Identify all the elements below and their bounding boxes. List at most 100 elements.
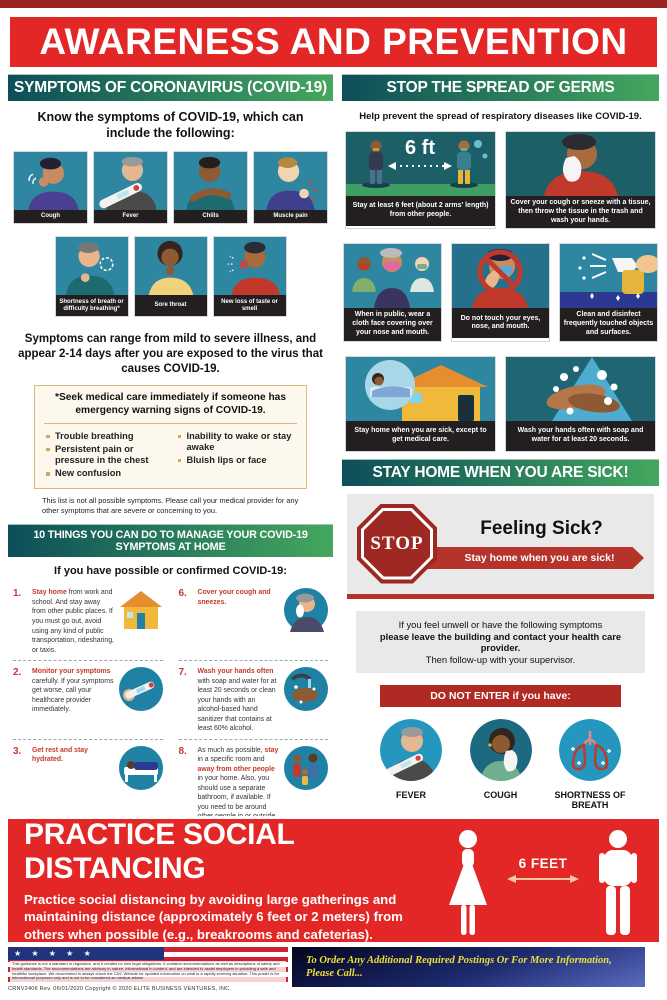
unwell-line-2: please leave the building and contact yo… (379, 630, 622, 653)
item-text: As much as possible, stay in a specific … (198, 746, 281, 816)
six-feet-indicator: 6 FEET (507, 856, 579, 885)
order-text: To Order Any Additional Required Posting… (306, 954, 612, 979)
main-banner: AWARENESS AND PREVENTION (10, 17, 657, 67)
no-touch-face-icon (472, 249, 528, 309)
cough-icon (469, 718, 532, 781)
right-column: STOP THE SPREAD OF GERMS Help prevent th… (342, 74, 659, 816)
warning-divider (44, 422, 297, 424)
germ-card-no-touch: Do not touch your eyes, nose, and mouth. (451, 243, 550, 342)
stay-home-ribbon: Stay home when you are sick! (415, 547, 644, 569)
condition-shortness-of-breath: SHORTNESS OF BREATH (547, 718, 633, 812)
germ-card-stay-home: Stay home when you are sick, except to g… (345, 355, 496, 452)
germ-caption: Clean and disinfect frequently touched o… (560, 308, 657, 341)
symptom-label: Sore throat (134, 295, 207, 317)
symptom-card-loss-taste-smell: New loss of taste or smell (212, 236, 287, 318)
six-feet-illustration: 6 ft (346, 132, 495, 196)
stay-separate-icon (284, 745, 328, 790)
unwell-line-3: Then follow-up with your supervisor. (425, 653, 576, 665)
chills-person-icon (186, 157, 235, 211)
fever-person-icon (99, 157, 157, 211)
stop-sign-inner: STOP (364, 510, 430, 577)
tissue-person-icon (544, 134, 618, 196)
germ-caption: Cover your cough or sneeze with a tissue… (506, 196, 655, 229)
symptom-label: Chills (174, 210, 247, 224)
wash-hands-illustration (506, 356, 655, 421)
fever-illustration (94, 152, 167, 211)
item-number: 3. (13, 745, 22, 757)
washing-hands-icon (546, 356, 632, 421)
no-touch-illustration (452, 244, 549, 309)
flag-stars: ★ ★ ★ ★ ★ (8, 947, 164, 960)
condition-fever: FEVER (368, 718, 454, 812)
house-icon (119, 588, 163, 632)
germ-caption: Stay at least 6 feet (about 2 arms' leng… (346, 196, 495, 226)
germ-cards-row-3: Stay home when you are sick, except to g… (342, 355, 659, 452)
house-sick-person-icon (365, 359, 488, 421)
sore-throat-illustration (134, 237, 207, 296)
two-column-layout: SYMPTOMS OF CORONAVIRUS (COVID-19) Know … (0, 74, 667, 816)
manage-item-8: 8. As much as possible, stay in a specif… (178, 740, 328, 816)
distance-figures-icon: 6 ft (346, 137, 495, 196)
spray-bottle-icon (560, 253, 657, 309)
symptom-label: Muscle pain (254, 210, 327, 224)
warning-bullet: New confusion (44, 468, 166, 479)
item-text-red: stay (264, 746, 279, 754)
loss-taste-smell-illustration (213, 237, 286, 296)
item-text-lead: Get rest and stay hydrated. (32, 746, 88, 764)
germ-caption: Stay home when you are sick, except to g… (346, 420, 495, 451)
conditions-row: FEVER COUGH (342, 711, 659, 812)
symptom-card-sore-throat: Sore throat (133, 236, 208, 318)
cover-cough-illustration (506, 132, 655, 196)
item-text: Monitor your symptoms carefully. If your… (32, 667, 115, 734)
germ-card-disinfect: Clean and disinfect frequently touched o… (559, 243, 658, 342)
item-text-rest: carefully. If your symptoms get worse, c… (32, 677, 114, 714)
muscle-pain-illustration (254, 152, 327, 211)
germ-cards-row-2: When in public, wear a cloth face coveri… (342, 243, 659, 342)
manage-section-header: 10 THINGS YOU CAN DO TO MANAGE YOUR COVI… (8, 524, 333, 558)
distancing-figures: 6 FEET (439, 825, 647, 937)
unwell-line-1: If you feel unwell or have the following… (398, 618, 603, 630)
copyright-line: CRNV2406 Rev. 06/01/2020 Copyright © 202… (8, 986, 232, 992)
item-number: 8. (178, 745, 187, 757)
symptom-label: Cough (14, 210, 87, 224)
manage-item-1: 1. Stay home from work and school. And s… (13, 582, 163, 662)
practice-text: PRACTICE SOCIAL DISTANCING Practice soci… (24, 818, 433, 943)
germ-caption: Do not touch your eyes, nose, and mouth. (452, 308, 549, 339)
germs-intro: Help prevent the spread of respiratory d… (359, 111, 642, 122)
item-text: in a specific room and (197, 756, 265, 764)
feeling-sick-box: STOP Feeling Sick? Stay home when you ar… (347, 493, 654, 599)
double-arrow-icon (507, 874, 579, 883)
practice-social-distancing-banner: PRACTICE SOCIAL DISTANCING Practice soci… (8, 818, 659, 943)
symptom-cards-row-2: Shortness of breath or difficulty breath… (8, 236, 333, 318)
condition-label: FEVER (395, 789, 426, 800)
item-text: Stay home from work and school. And stay… (32, 588, 115, 655)
loss-taste-person-icon (227, 242, 280, 296)
warning-bullet: Inability to wake or stay awake (176, 431, 298, 453)
masked-people-icon (352, 248, 434, 309)
cover-cough-icon (284, 588, 328, 633)
disinfect-illustration (560, 244, 657, 309)
order-info-box: To Order Any Additional Required Posting… (292, 947, 645, 987)
germ-card-distance: 6 ft Stay at least 6 feet (about 2 arms'… (345, 131, 496, 230)
breathing-person-icon (65, 242, 114, 296)
woman-silhouette-icon (449, 829, 487, 935)
germ-caption: Wash your hands often with soap and wate… (506, 420, 655, 451)
symptom-card-shortness-of-breath: Shortness of breath or difficulty breath… (54, 236, 129, 318)
cough-illustration (14, 152, 87, 211)
symptom-range-text: Symptoms can range from mild to severe i… (18, 333, 323, 376)
item-text-rest: from work and school. And stay away from… (32, 589, 114, 654)
chills-illustration (174, 152, 247, 211)
feeling-sick-title: Feeling Sick? (480, 518, 603, 539)
item-number: 6. (178, 588, 187, 600)
symptom-cards-row-1: Cough (8, 151, 333, 225)
manage-item-2: 2. Monitor your symptoms carefully. If y… (13, 661, 163, 740)
manage-items-grid: 1. Stay home from work and school. And s… (8, 582, 333, 816)
stay-home-section-header: STAY HOME WHEN YOU ARE SICK! (342, 458, 659, 486)
manage-item-6: 6. Cover your cough and sneezes. (178, 582, 328, 662)
germ-card-wash-hands: Wash your hands often with soap and wate… (505, 355, 656, 452)
warning-title: *Seek medical care immediately if someon… (54, 392, 287, 416)
shortness-of-breath-illustration (55, 237, 128, 296)
rest-in-bed-icon (118, 745, 163, 790)
emergency-warning-box: *Seek medical care immediately if someon… (34, 385, 307, 490)
